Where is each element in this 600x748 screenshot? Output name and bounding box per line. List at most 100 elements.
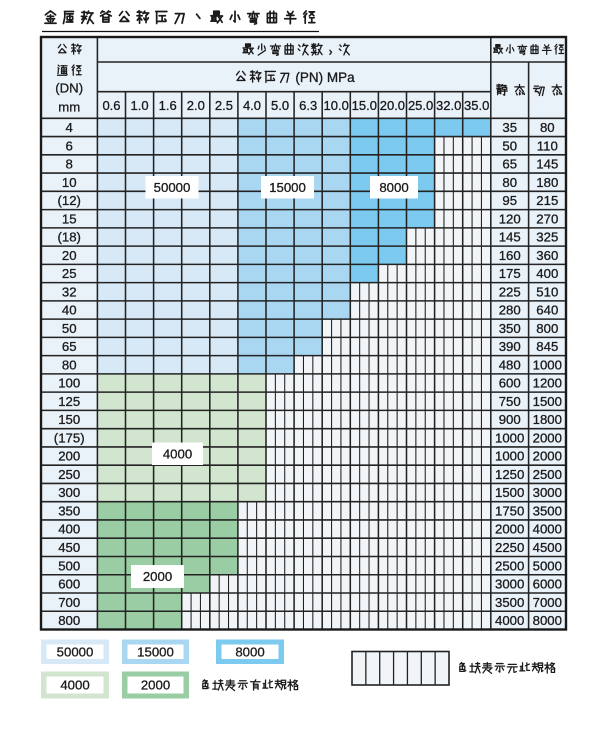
svg-text:100: 100 — [58, 376, 80, 391]
svg-text:(PN) MPa: (PN) MPa — [295, 70, 355, 85]
svg-text:300: 300 — [58, 485, 80, 500]
svg-text:270: 270 — [536, 211, 558, 226]
svg-text:175: 175 — [499, 266, 521, 281]
svg-text:65: 65 — [502, 157, 517, 172]
svg-text:50000: 50000 — [57, 644, 94, 659]
svg-text:35.0: 35.0 — [464, 98, 489, 113]
svg-text:50: 50 — [62, 321, 77, 336]
svg-text:20.0: 20.0 — [380, 98, 405, 113]
svg-text:0.6: 0.6 — [102, 98, 120, 113]
svg-text:32.0: 32.0 — [436, 98, 461, 113]
svg-text:1500: 1500 — [495, 485, 524, 500]
svg-text:35: 35 — [502, 120, 517, 135]
svg-text:150: 150 — [58, 412, 80, 427]
svg-text:1.0: 1.0 — [131, 98, 149, 113]
svg-text:120: 120 — [499, 211, 521, 226]
svg-text:350: 350 — [58, 504, 80, 519]
svg-text:40: 40 — [62, 303, 77, 318]
svg-text:4500: 4500 — [533, 540, 562, 555]
svg-text:8000: 8000 — [533, 613, 562, 628]
svg-text:2.5: 2.5 — [215, 98, 233, 113]
svg-text:600: 600 — [58, 577, 80, 592]
svg-text:1750: 1750 — [495, 504, 524, 519]
svg-text:125: 125 — [58, 394, 80, 409]
svg-text:50000: 50000 — [154, 180, 191, 195]
svg-text:95: 95 — [502, 193, 517, 208]
svg-text:2000: 2000 — [143, 569, 172, 584]
svg-text:80: 80 — [502, 175, 517, 190]
svg-text:8: 8 — [66, 157, 73, 172]
svg-text:15.0: 15.0 — [352, 98, 377, 113]
svg-text:845: 845 — [536, 339, 558, 354]
svg-text:32: 32 — [62, 284, 77, 299]
svg-text:325: 325 — [536, 230, 558, 245]
svg-text:480: 480 — [499, 357, 521, 372]
svg-text:2000: 2000 — [533, 431, 562, 446]
svg-text:7000: 7000 — [533, 595, 562, 610]
svg-text:25: 25 — [62, 266, 77, 281]
svg-text:1000: 1000 — [533, 357, 562, 372]
svg-text:145: 145 — [499, 230, 521, 245]
svg-text:500: 500 — [58, 558, 80, 573]
svg-text:50: 50 — [502, 138, 517, 153]
svg-text:1000: 1000 — [495, 449, 524, 464]
svg-text:4000: 4000 — [163, 446, 192, 461]
svg-text:10: 10 — [62, 175, 77, 190]
svg-text:(12): (12) — [57, 193, 80, 208]
svg-text:1250: 1250 — [495, 467, 524, 482]
svg-text:4000: 4000 — [533, 522, 562, 537]
svg-text:640: 640 — [536, 303, 558, 318]
svg-text:25.0: 25.0 — [408, 98, 433, 113]
svg-text:110: 110 — [537, 138, 558, 153]
svg-text:400: 400 — [58, 522, 80, 537]
svg-text:6000: 6000 — [533, 577, 562, 592]
svg-text:400: 400 — [536, 266, 558, 281]
svg-text:700: 700 — [58, 595, 80, 610]
svg-text:5000: 5000 — [533, 558, 562, 573]
svg-text:200: 200 — [58, 449, 80, 464]
svg-text:(18): (18) — [57, 230, 80, 245]
svg-text:80: 80 — [62, 357, 77, 372]
svg-text:3000: 3000 — [495, 577, 524, 592]
svg-text:180: 180 — [536, 175, 558, 190]
svg-text:mm: mm — [58, 100, 80, 115]
svg-text:(DN): (DN) — [55, 81, 83, 96]
svg-text:2.0: 2.0 — [187, 98, 205, 113]
svg-text:1.6: 1.6 — [159, 98, 177, 113]
svg-text:8000: 8000 — [235, 644, 264, 659]
svg-text:800: 800 — [58, 613, 80, 628]
svg-text:10.0: 10.0 — [324, 98, 349, 113]
svg-text:4000: 4000 — [495, 613, 524, 628]
svg-text:600: 600 — [499, 376, 521, 391]
svg-text:15: 15 — [62, 211, 77, 226]
svg-text:1200: 1200 — [533, 376, 562, 391]
svg-text:800: 800 — [536, 321, 558, 336]
svg-text:900: 900 — [499, 412, 521, 427]
svg-text:4: 4 — [66, 120, 73, 135]
svg-text:8000: 8000 — [379, 180, 408, 195]
svg-text:1800: 1800 — [533, 412, 562, 427]
svg-text:250: 250 — [58, 467, 80, 482]
svg-text:3000: 3000 — [533, 485, 562, 500]
svg-text:390: 390 — [499, 339, 521, 354]
svg-text:350: 350 — [499, 321, 521, 336]
svg-text:80: 80 — [540, 120, 555, 135]
svg-text:20: 20 — [62, 248, 77, 263]
svg-text:4000: 4000 — [60, 678, 89, 693]
svg-text:2250: 2250 — [495, 540, 524, 555]
svg-text:1500: 1500 — [533, 394, 562, 409]
svg-text:15000: 15000 — [137, 644, 174, 659]
svg-text:6.3: 6.3 — [299, 98, 317, 113]
svg-text:2000: 2000 — [495, 522, 524, 537]
svg-text:360: 360 — [536, 248, 558, 263]
svg-text:215: 215 — [536, 193, 558, 208]
svg-text:2500: 2500 — [495, 558, 524, 573]
svg-text:65: 65 — [62, 339, 77, 354]
svg-text:510: 510 — [536, 284, 558, 299]
svg-text:5.0: 5.0 — [271, 98, 289, 113]
svg-text:4.0: 4.0 — [243, 98, 261, 113]
svg-text:225: 225 — [499, 284, 521, 299]
svg-text:15000: 15000 — [269, 180, 306, 195]
svg-text:3500: 3500 — [495, 595, 524, 610]
svg-text:450: 450 — [58, 540, 80, 555]
